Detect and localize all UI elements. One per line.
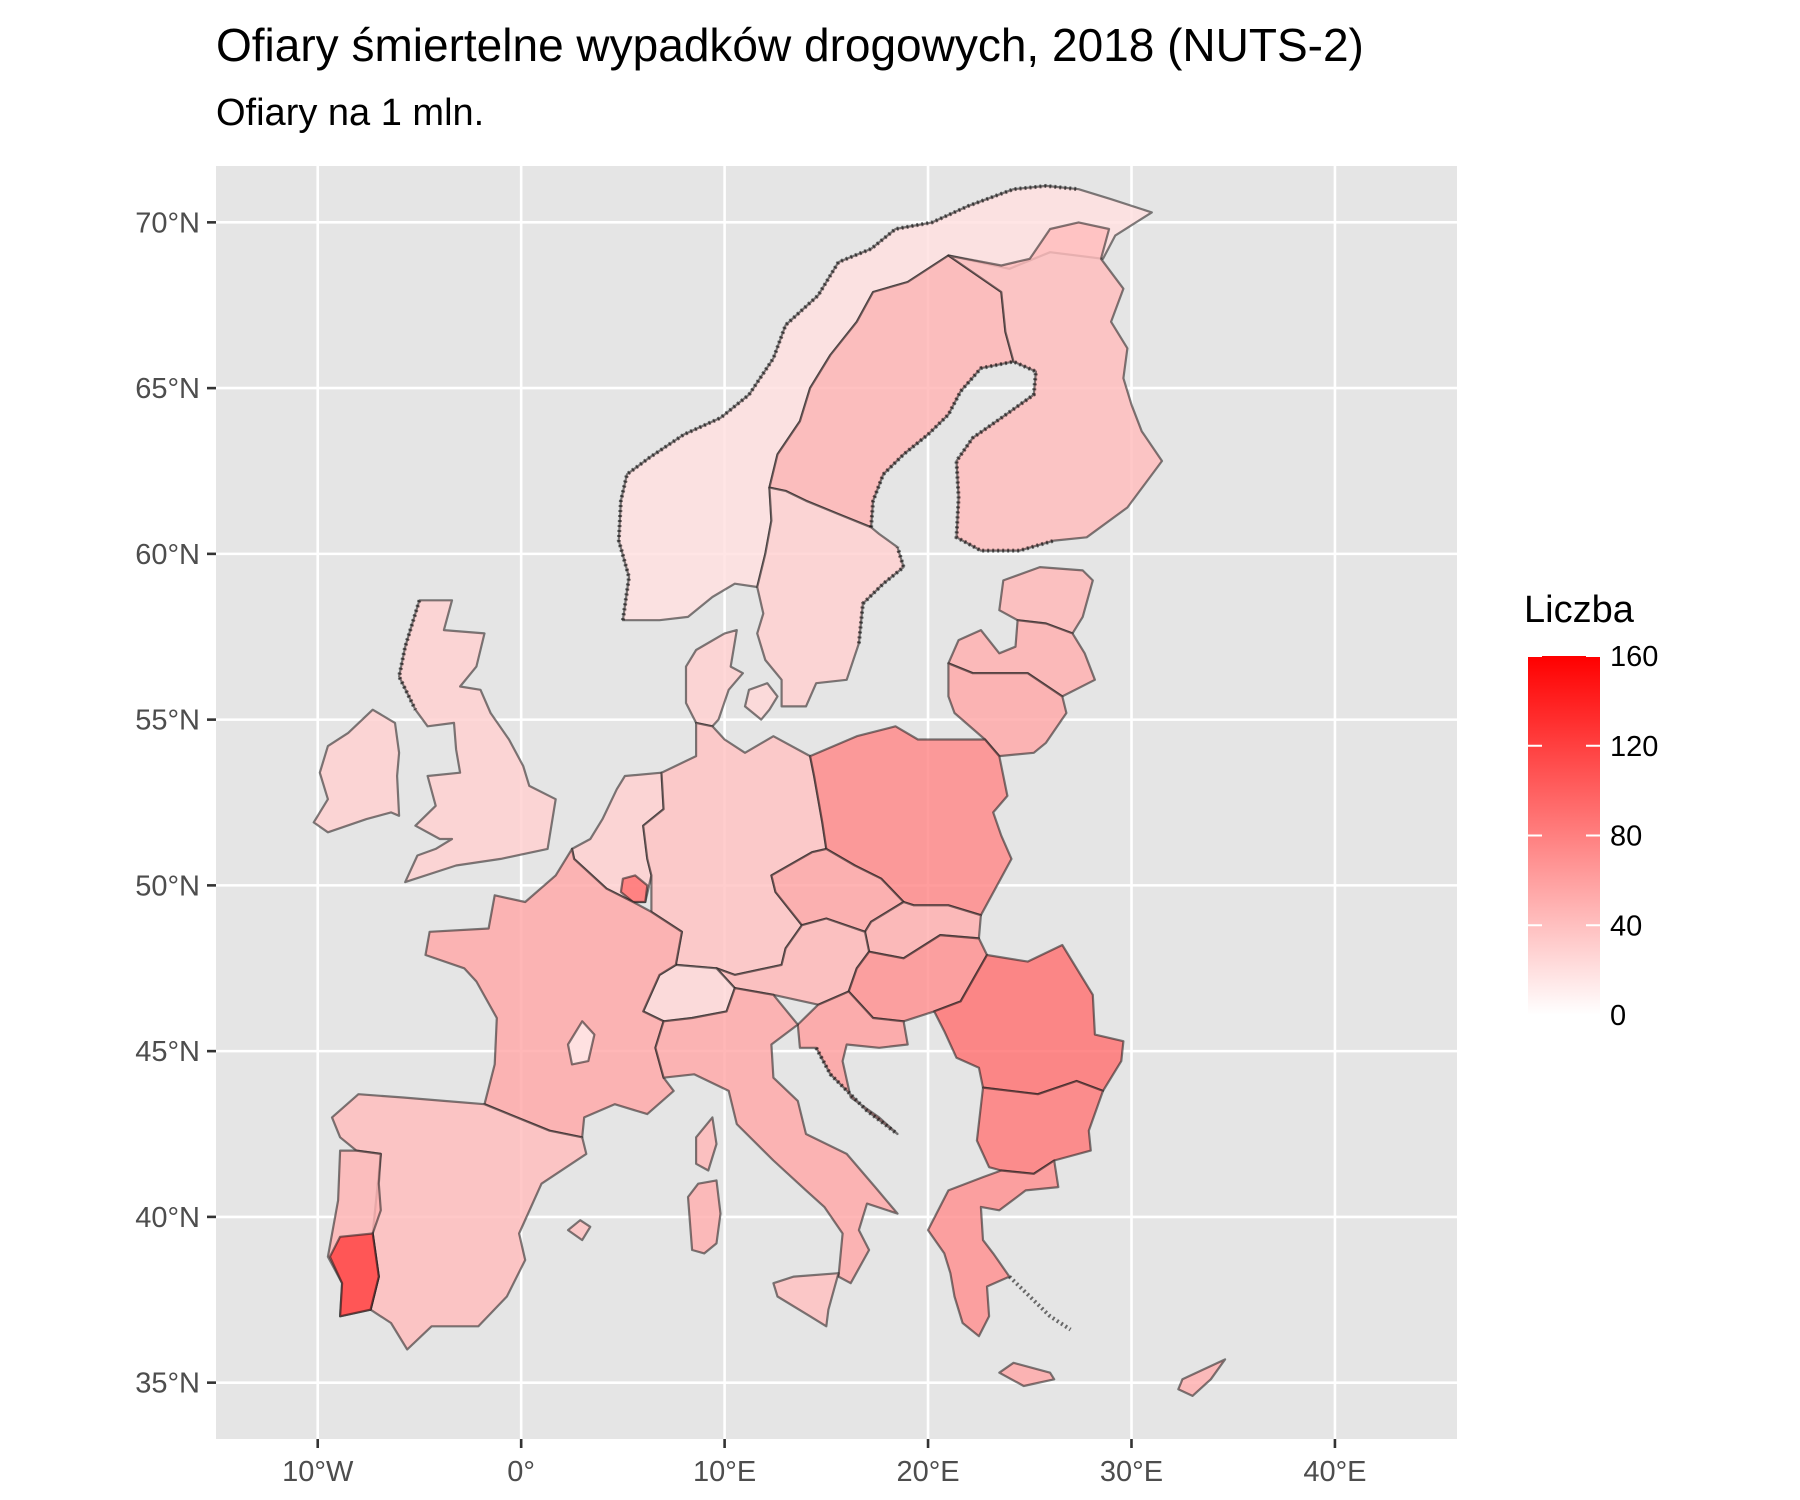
region-ireland[interactable] <box>312 708 401 834</box>
region-finland[interactable] <box>947 221 1164 552</box>
y-tick-label: 60°N <box>135 539 200 571</box>
region-romania[interactable] <box>933 943 1125 1096</box>
axes: 10°W 0° 10°E 20°E 30°E 40°E 35°N 40°N 45°N 50°N 55… <box>135 207 1366 1488</box>
y-tick-label: 70°N <box>135 207 200 239</box>
x-tick-label: 10°W <box>282 1456 354 1488</box>
region-portugal-alentejo[interactable] <box>328 1232 380 1318</box>
region-cyprus[interactable] <box>1177 1358 1227 1398</box>
x-tick-label: 10°E <box>693 1456 756 1488</box>
coastline-croatia-coast <box>814 1046 899 1136</box>
region-iberia[interactable] <box>330 1093 588 1351</box>
map-title: Ofiary śmiertelne wypadków drogowych, 20… <box>216 19 1364 71</box>
legend-tick-label: 80 <box>1610 821 1642 853</box>
x-tick-label: 20°E <box>896 1456 959 1488</box>
region-france[interactable] <box>424 847 684 1139</box>
y-tick-label: 50°N <box>135 870 200 902</box>
legend-title: Liczba <box>1524 589 1635 631</box>
y-tick-label: 65°N <box>135 373 200 405</box>
legend-tick-label: 40 <box>1610 910 1642 942</box>
region-sicily[interactable] <box>772 1272 840 1328</box>
legend-tick-label: 120 <box>1610 731 1658 763</box>
region-lithuania[interactable] <box>947 662 1068 758</box>
y-tick-label: 45°N <box>135 1036 200 1068</box>
y-tick-label: 35°N <box>135 1368 200 1400</box>
legend-ticks: 0 40 80 120 160 <box>1528 641 1658 1032</box>
legend-tick-label: 0 <box>1610 1000 1626 1032</box>
coastline-layer <box>397 183 1079 1332</box>
map-subtitle: Ofiary na 1 mln. <box>216 92 485 134</box>
region-bulgaria[interactable] <box>975 1079 1105 1175</box>
region-corsica[interactable] <box>694 1116 718 1172</box>
region-france-centre-light[interactable] <box>566 1020 596 1066</box>
region-layer <box>312 184 1227 1398</box>
coastline-stockholm-coast <box>856 546 906 644</box>
x-tick-label: 0° <box>507 1456 535 1488</box>
coastline-norway-coast <box>616 183 1079 621</box>
y-tick-label: 40°N <box>135 1202 200 1234</box>
region-zealand[interactable] <box>743 682 779 721</box>
region-italy[interactable] <box>654 986 899 1285</box>
y-tick-label: 55°N <box>135 705 200 737</box>
region-austria[interactable] <box>715 917 871 1006</box>
coastline-bothnia-coast <box>869 359 1055 553</box>
region-sardinia[interactable] <box>686 1179 722 1255</box>
x-tick-label: 30°E <box>1100 1456 1163 1488</box>
legend: Liczba 0 40 80 120 160 <box>1524 589 1658 1032</box>
region-greece[interactable] <box>926 1159 1060 1338</box>
legend-tick-label: 160 <box>1610 641 1658 673</box>
x-tick-label: 40°E <box>1303 1456 1366 1488</box>
region-crete[interactable] <box>998 1361 1056 1388</box>
region-mallorca[interactable] <box>566 1219 592 1242</box>
